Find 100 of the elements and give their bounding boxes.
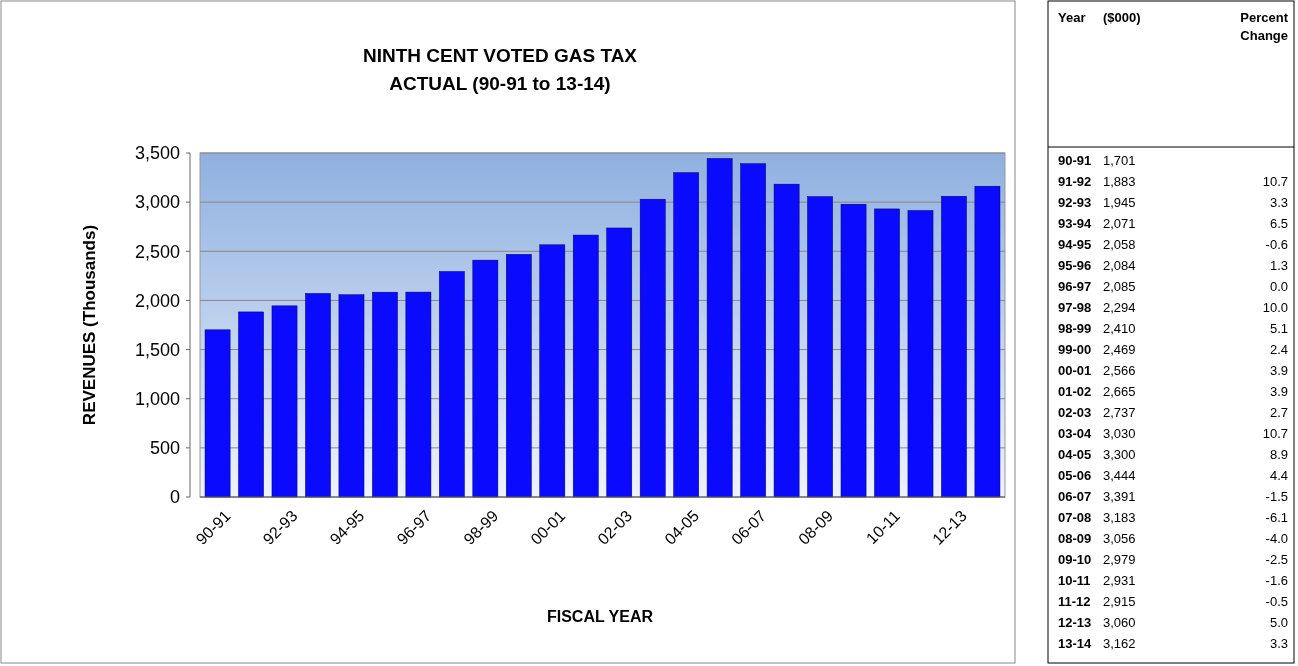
- category-label: 02-03: [1058, 405, 1092, 420]
- bar: [372, 291, 398, 498]
- y-tick-label: 2,500: [134, 241, 180, 262]
- chart-title: NINTH CENT VOTED GAS TAX: [362, 45, 638, 66]
- bar: [907, 210, 934, 498]
- category-label: 98-99: [1058, 321, 1092, 336]
- data-label: 10.0: [1262, 300, 1288, 315]
- bar: [606, 227, 633, 498]
- y-tick-label: 1,500: [134, 339, 180, 360]
- data-label: 2.4: [1269, 342, 1288, 357]
- data-label: 3,056: [1103, 531, 1136, 546]
- category-label: 91-92: [1058, 174, 1092, 189]
- data-label: 3,060: [1103, 615, 1136, 630]
- data-label: 2,931: [1103, 573, 1136, 588]
- data-label: 2,469: [1103, 342, 1136, 357]
- data-label: -4.0: [1265, 531, 1288, 546]
- data-label: -6.1: [1265, 510, 1288, 525]
- category-label: 05-06: [1058, 468, 1092, 483]
- data-label: 0.0: [1269, 279, 1288, 294]
- data-label: 3,391: [1103, 489, 1136, 504]
- data-label: 3,444: [1103, 468, 1136, 483]
- category-label: 97-98: [1058, 300, 1092, 315]
- bar: [338, 294, 365, 498]
- data-label: 2.7: [1269, 405, 1288, 420]
- data-label: 8.9: [1269, 447, 1288, 462]
- data-label: 5.0: [1269, 615, 1288, 630]
- bar: [204, 329, 231, 498]
- y-tick-label: 3,000: [134, 192, 180, 213]
- data-label: 3.3: [1269, 636, 1288, 651]
- data-label: -2.5: [1265, 552, 1288, 567]
- data-label: 2,737: [1103, 405, 1136, 420]
- data-label: 3,183: [1103, 510, 1136, 525]
- data-label: 2,410: [1103, 321, 1136, 336]
- bar: [472, 259, 499, 498]
- bar: [840, 203, 867, 498]
- category-label: 09-10: [1058, 552, 1092, 567]
- chart-subtitle: ACTUAL (90-91 to 13-14): [389, 73, 611, 94]
- category-label: 13-14: [1058, 636, 1093, 651]
- data-label: 3,030: [1103, 426, 1136, 441]
- bar: [405, 291, 432, 498]
- bar: [807, 196, 833, 498]
- bar: [539, 244, 566, 498]
- data-label: 2,566: [1103, 363, 1136, 378]
- data-label: 5.1: [1269, 321, 1288, 336]
- data-label: 10.7: [1262, 174, 1288, 189]
- data-label: 1.3: [1269, 258, 1288, 273]
- category-label: 06-07: [1058, 489, 1092, 504]
- bar: [572, 234, 599, 498]
- text: Percent Change: [1240, 10, 1289, 43]
- category-label: 04-05: [1058, 447, 1092, 462]
- bar: [974, 185, 1001, 498]
- data-label: 2,915: [1103, 594, 1136, 609]
- data-label: 1,883: [1103, 174, 1136, 189]
- category-label: 03-04: [1058, 426, 1093, 441]
- category-label: 94-95: [1058, 237, 1092, 252]
- bar: [639, 198, 666, 498]
- category-label: 95-96: [1058, 258, 1092, 273]
- data-label: 2,084: [1103, 258, 1136, 273]
- category-label: 93-94: [1058, 216, 1093, 231]
- category-label: 01-02: [1058, 384, 1092, 399]
- data-label: 1,945: [1103, 195, 1136, 210]
- data-label: 4.4: [1269, 468, 1288, 483]
- category-label: 92-93: [1058, 195, 1092, 210]
- category-label: 10-11: [1058, 573, 1091, 588]
- data-label: 3.9: [1269, 384, 1288, 399]
- bar: [706, 158, 733, 498]
- data-label: 2,665: [1103, 384, 1136, 399]
- bar: [439, 271, 465, 498]
- data-label: 3,162: [1103, 636, 1136, 651]
- data-label: 6.5: [1269, 216, 1288, 231]
- x-axis-title: FISCAL YEAR: [546, 608, 654, 625]
- category-label: 99-00: [1058, 342, 1092, 357]
- bar: [673, 172, 699, 498]
- data-label: -0.6: [1265, 237, 1288, 252]
- y-tick-label: 500: [149, 438, 180, 459]
- y-tick-label: 2,000: [134, 290, 180, 311]
- data-label: 10.7: [1262, 426, 1288, 441]
- text: Year: [1058, 10, 1086, 25]
- category-label: 00-01: [1058, 363, 1092, 378]
- bar: [506, 254, 532, 498]
- category-label: 11-12: [1058, 594, 1091, 609]
- data-label: 2,071: [1103, 216, 1136, 231]
- data-label: 3,300: [1103, 447, 1136, 462]
- category-label: 12-13: [1058, 615, 1092, 630]
- category-label: 90-91: [1058, 153, 1092, 168]
- data-label: 2,979: [1103, 552, 1136, 567]
- y-tick-label: 0: [169, 487, 180, 508]
- data-label: 2,294: [1103, 300, 1136, 315]
- bar: [305, 293, 331, 498]
- bar: [238, 311, 264, 498]
- bar: [740, 163, 766, 498]
- category-label: 07-08: [1058, 510, 1092, 525]
- data-label: 1,701: [1103, 153, 1136, 168]
- category-label: 96-97: [1058, 279, 1092, 294]
- y-tick-label: 3,500: [134, 143, 180, 164]
- data-label: 3.9: [1269, 363, 1288, 378]
- bar: [874, 208, 900, 498]
- data-label: 3.3: [1269, 195, 1288, 210]
- data-label: 2,058: [1103, 237, 1136, 252]
- y-tick-label: 1,000: [134, 389, 180, 410]
